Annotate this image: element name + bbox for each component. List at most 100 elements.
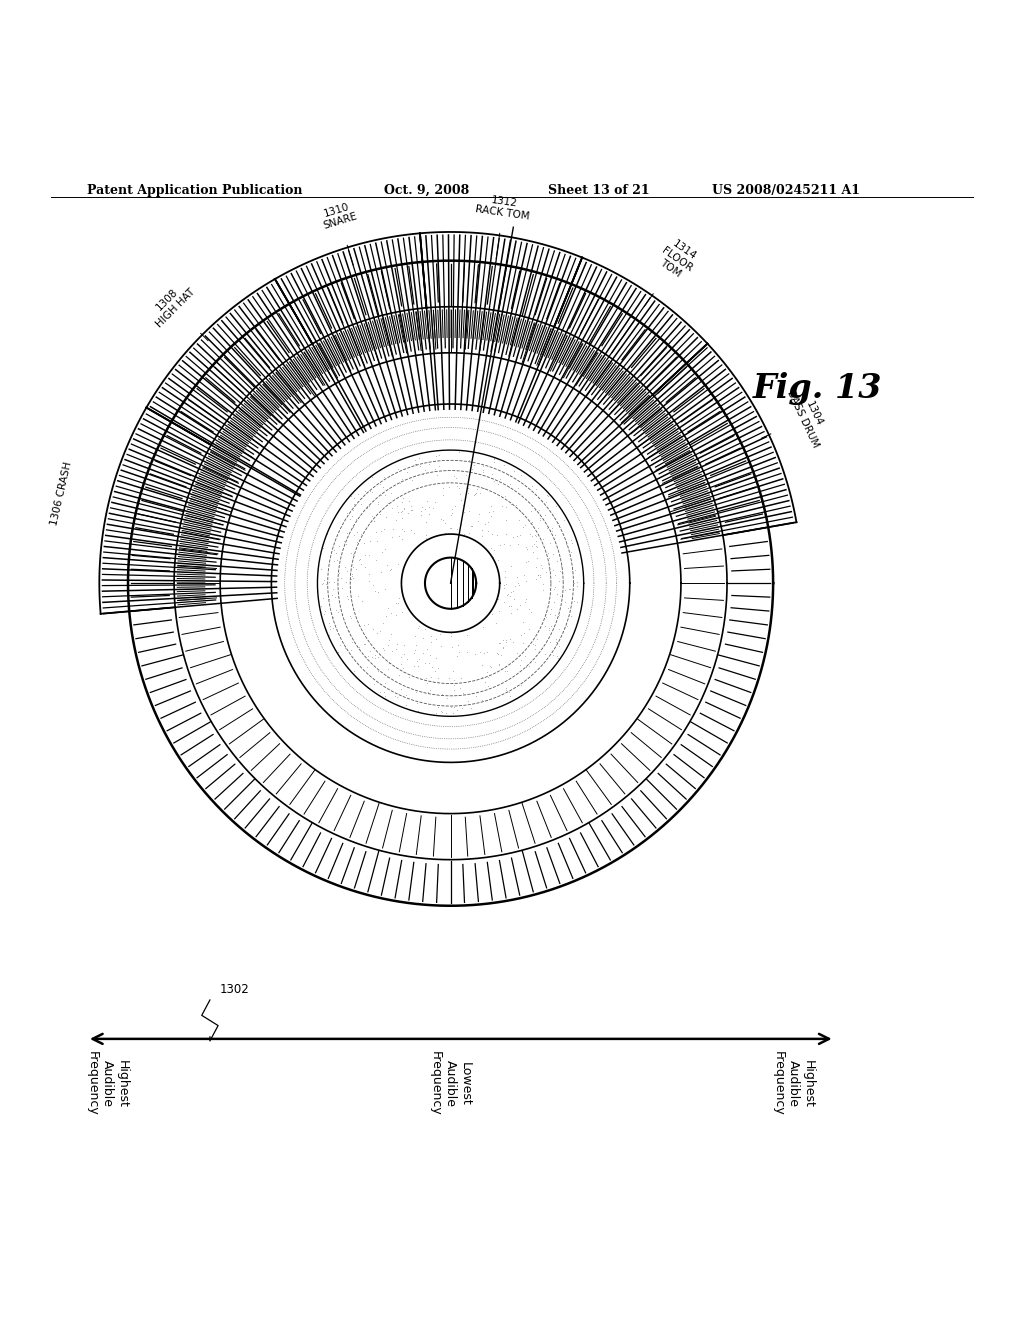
- Point: [480, 521, 497, 543]
- Point: [423, 626, 439, 647]
- Point: [428, 702, 444, 723]
- Point: [542, 519, 558, 540]
- Point: [412, 455, 428, 477]
- Point: [321, 572, 337, 593]
- Point: [356, 634, 373, 655]
- Point: [563, 532, 580, 553]
- Point: [505, 527, 521, 548]
- Point: [567, 560, 584, 581]
- Point: [440, 668, 457, 689]
- Point: [396, 520, 413, 541]
- Point: [341, 620, 357, 642]
- Point: [503, 685, 519, 706]
- Point: [480, 512, 497, 533]
- Text: Highest
Audible
Frequency: Highest Audible Frequency: [86, 1051, 129, 1115]
- Point: [396, 634, 413, 655]
- Point: [344, 564, 360, 585]
- Point: [321, 624, 337, 645]
- Point: [343, 640, 359, 661]
- Point: [356, 556, 373, 577]
- Point: [393, 566, 410, 587]
- Point: [544, 517, 560, 539]
- Point: [483, 506, 500, 527]
- Point: [408, 454, 424, 475]
- Point: [383, 483, 399, 504]
- Point: [409, 693, 425, 714]
- Point: [452, 642, 468, 663]
- Point: [383, 623, 399, 644]
- Point: [316, 601, 333, 622]
- Point: [357, 480, 374, 502]
- Point: [312, 558, 329, 579]
- Point: [432, 508, 449, 529]
- Point: [532, 554, 549, 576]
- Point: [517, 645, 534, 667]
- Text: Sheet 13 of 21: Sheet 13 of 21: [548, 183, 649, 197]
- Point: [512, 502, 528, 523]
- Point: [458, 465, 474, 486]
- Point: [399, 461, 416, 482]
- Point: [381, 653, 397, 675]
- Point: [310, 560, 327, 581]
- Point: [327, 586, 343, 607]
- Point: [568, 533, 585, 554]
- Point: [401, 667, 418, 688]
- Point: [516, 565, 532, 586]
- Point: [530, 517, 547, 539]
- Point: [410, 701, 426, 722]
- Point: [375, 612, 391, 634]
- Point: [456, 682, 472, 704]
- Point: [569, 591, 586, 612]
- Point: [535, 667, 551, 688]
- Point: [527, 536, 544, 557]
- Text: Highest
Audible
Frequency: Highest Audible Frequency: [772, 1051, 815, 1115]
- Point: [513, 675, 529, 696]
- Point: [367, 511, 383, 532]
- Point: [502, 474, 518, 495]
- Point: [333, 568, 349, 589]
- Point: [456, 523, 472, 544]
- Point: [390, 664, 407, 685]
- Point: [376, 466, 392, 487]
- Point: [444, 636, 461, 657]
- Point: [393, 502, 410, 523]
- Point: [376, 640, 392, 661]
- Point: [345, 499, 361, 520]
- Point: [427, 660, 443, 681]
- Point: [430, 667, 446, 688]
- Point: [402, 520, 419, 541]
- Point: [501, 477, 517, 498]
- Point: [403, 470, 420, 491]
- Point: [391, 672, 408, 693]
- Point: [361, 562, 378, 583]
- Point: [489, 524, 506, 545]
- Point: [477, 672, 494, 693]
- Point: [553, 556, 569, 577]
- Point: [543, 615, 559, 636]
- Point: [344, 557, 360, 578]
- Point: [474, 655, 490, 676]
- Point: [419, 490, 435, 511]
- Point: [352, 494, 369, 515]
- Point: [364, 647, 380, 668]
- Point: [373, 520, 389, 541]
- Point: [459, 642, 475, 663]
- Point: [338, 572, 354, 593]
- Point: [325, 579, 341, 601]
- Point: [495, 630, 511, 651]
- Point: [446, 465, 463, 486]
- Point: [527, 525, 544, 546]
- Point: [485, 500, 502, 521]
- Point: [337, 638, 353, 659]
- Point: [441, 477, 458, 498]
- Point: [499, 496, 515, 517]
- Point: [350, 483, 367, 504]
- Point: [387, 685, 403, 706]
- Text: 1314
FLOOR
TOM: 1314 FLOOR TOM: [653, 236, 701, 282]
- Point: [524, 541, 541, 562]
- Point: [497, 486, 513, 507]
- Point: [449, 645, 465, 667]
- Point: [527, 531, 544, 552]
- Point: [322, 612, 338, 634]
- Point: [541, 548, 557, 569]
